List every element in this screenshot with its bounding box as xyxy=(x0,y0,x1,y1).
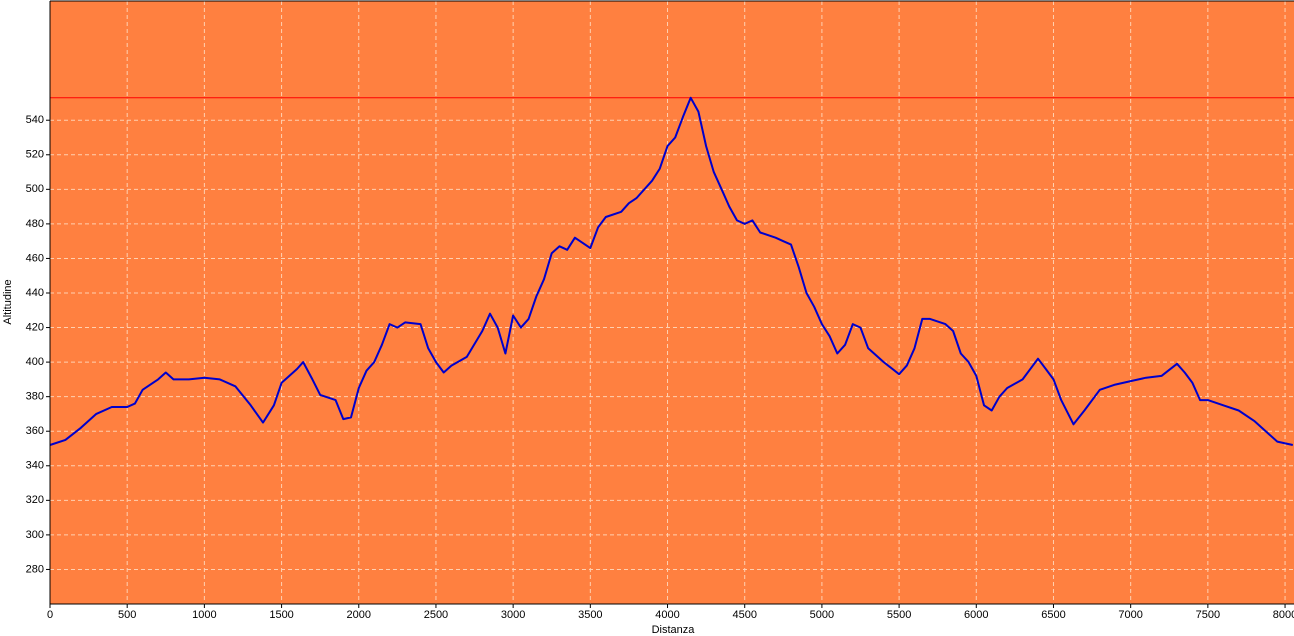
y-tick-label: 500 xyxy=(26,183,44,195)
x-tick-label: 5000 xyxy=(810,609,834,621)
x-tick-label: 6000 xyxy=(964,609,988,621)
y-tick-label: 380 xyxy=(26,391,44,403)
y-tick-label: 480 xyxy=(26,218,44,230)
y-tick-label: 400 xyxy=(26,356,44,368)
x-tick-label: 500 xyxy=(118,609,136,621)
x-tick-label: 7500 xyxy=(1196,609,1220,621)
y-tick-label: 460 xyxy=(26,252,44,264)
y-tick-label: 520 xyxy=(26,149,44,161)
x-tick-label: 3000 xyxy=(501,609,525,621)
y-tick-label: 280 xyxy=(26,563,44,575)
plot-area xyxy=(50,1,1294,604)
x-tick-label: 8000 xyxy=(1273,609,1294,621)
y-tick-label: 320 xyxy=(26,494,44,506)
y-tick-label: 340 xyxy=(26,460,44,472)
x-tick-label: 1000 xyxy=(192,609,216,621)
y-axis-label: Altitudine xyxy=(2,279,14,324)
x-tick-label: 7000 xyxy=(1118,609,1142,621)
x-tick-label: 4500 xyxy=(732,609,756,621)
x-tick-label: 2000 xyxy=(347,609,371,621)
y-tick-label: 440 xyxy=(26,287,44,299)
x-tick-label: 6500 xyxy=(1041,609,1065,621)
y-tick-label: 540 xyxy=(26,114,44,126)
x-tick-label: 1500 xyxy=(269,609,293,621)
elevation-line xyxy=(49,96,1294,446)
y-tick-label: 360 xyxy=(26,425,44,437)
x-tick-label: 5500 xyxy=(887,609,911,621)
x-tick-label: 3500 xyxy=(578,609,602,621)
x-tick-label: 4000 xyxy=(655,609,679,621)
y-tick-label: 420 xyxy=(26,321,44,333)
y-tick-label: 300 xyxy=(26,529,44,541)
x-tick-label: 0 xyxy=(47,609,53,621)
x-axis-label: Distanza xyxy=(652,624,696,636)
x-tick-label: 2500 xyxy=(424,609,448,621)
